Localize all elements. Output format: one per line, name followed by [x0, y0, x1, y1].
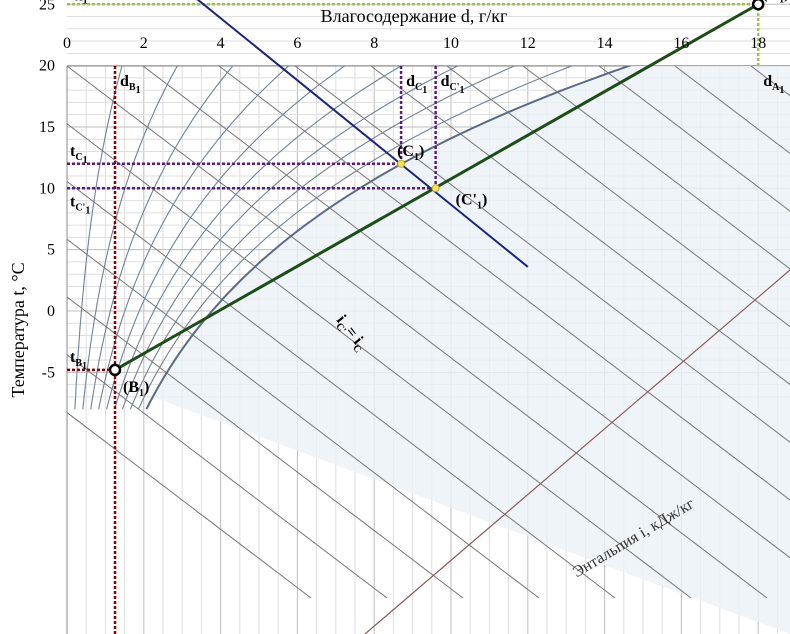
y-tick-label: -5 [42, 364, 55, 381]
point-marker [751, 0, 765, 11]
rh-curve [74, 66, 123, 410]
guide-d-sub: A [772, 82, 780, 93]
y-tick-label: 20 [39, 58, 55, 75]
point-label-close: ) [144, 379, 149, 396]
saturation-shade [152, 66, 790, 634]
point-label-close: ) [419, 143, 424, 160]
point-label-close: ) [482, 191, 487, 208]
enthalpy-line [67, 354, 388, 599]
y-tick-label: 25 [39, 0, 55, 13]
guide-t-sub: C [75, 152, 82, 163]
enthalpy-line [67, 238, 540, 599]
enthalpy-line [142, 66, 790, 559]
point-label: (B1) [123, 379, 149, 399]
guide-d-subsub: 1 [460, 85, 465, 96]
point-marker [397, 159, 406, 168]
point-marker [108, 363, 122, 377]
rh-curve [121, 66, 459, 410]
point-label-sub: 1 [779, 0, 784, 5]
rh-curve [82, 66, 178, 410]
rh-curve [90, 66, 234, 410]
guide-d-subsub: 1 [136, 85, 141, 96]
y-tick-label: 10 [39, 180, 55, 197]
x-tick-label: 4 [217, 35, 225, 52]
guide-d-sub: C [415, 82, 422, 93]
guide-t-sub: A [75, 0, 83, 3]
guide-t-sub: C' [75, 202, 85, 213]
enthalpy-line [67, 123, 692, 599]
guide-t-subsub: 1 [83, 155, 88, 166]
y-axis-title: Температура t, °C [8, 262, 28, 397]
guide-t-subsub: 1 [83, 0, 88, 6]
point-label-close: ) [784, 0, 789, 2]
guide-d-label: dB1 [120, 73, 141, 96]
x-tick-label: 12 [520, 35, 536, 52]
x-tick-label: 8 [370, 35, 378, 52]
point-label-sub: 1 [414, 152, 419, 163]
enthalpy-line [446, 66, 790, 328]
x-tick-label: 6 [293, 35, 301, 52]
guide-t-subsub: 1 [85, 205, 90, 216]
x-axis-title: Влагосодержание d, г/кг [321, 6, 508, 26]
guide-d-subsub: 1 [779, 85, 784, 96]
rh-curve [129, 66, 516, 410]
x-tick-label: 10 [443, 35, 459, 52]
point-marker [431, 184, 440, 193]
x-tick-label: 2 [140, 35, 148, 52]
enthalpy-line [67, 66, 768, 599]
guide-t-sub: B [75, 358, 82, 369]
process-lines [108, 0, 790, 634]
x-tick-label: 16 [673, 35, 689, 52]
x-tick-label: 0 [63, 35, 71, 52]
enthalpy-line [67, 411, 312, 599]
rh-curve [114, 66, 403, 410]
guide-t-label: tA1 [70, 0, 88, 6]
enthalpy-line [67, 296, 464, 599]
point-label-sub: 1 [139, 388, 144, 399]
isenthalp-line [196, 0, 529, 268]
enthalpy-axis-line [364, 269, 790, 634]
guide-d-sub: C' [450, 82, 460, 93]
rh-curve [98, 66, 290, 410]
x-tick-label: 18 [750, 35, 766, 52]
enthalpy-line [294, 66, 790, 443]
guide-d-subsub: 1 [422, 85, 427, 96]
point-label: (C1) [397, 143, 424, 163]
guide-t-subsub: 1 [82, 361, 87, 372]
guide-d-sub: B [129, 82, 136, 93]
point-label-sub: 1 [477, 200, 482, 211]
rh-curve [145, 66, 632, 410]
enthalpy-line [370, 66, 790, 386]
guide-d-label: dC1 [406, 73, 427, 96]
y-tick-label: 15 [39, 119, 55, 136]
enthalpy-line [218, 66, 790, 501]
enthalpy-line [598, 66, 790, 212]
point-label: (C'1) [456, 191, 488, 211]
rh-curve [137, 66, 573, 410]
y-tick-label: 0 [47, 303, 55, 320]
x-tick-label: 14 [597, 35, 613, 52]
guide-lines [67, 3, 760, 634]
enthalpy-line [522, 66, 790, 270]
rh-curve [106, 66, 346, 410]
guide-t-label: tC1 [70, 143, 88, 166]
y-tick-label: 5 [47, 242, 55, 259]
enthalpy-line [67, 180, 616, 599]
